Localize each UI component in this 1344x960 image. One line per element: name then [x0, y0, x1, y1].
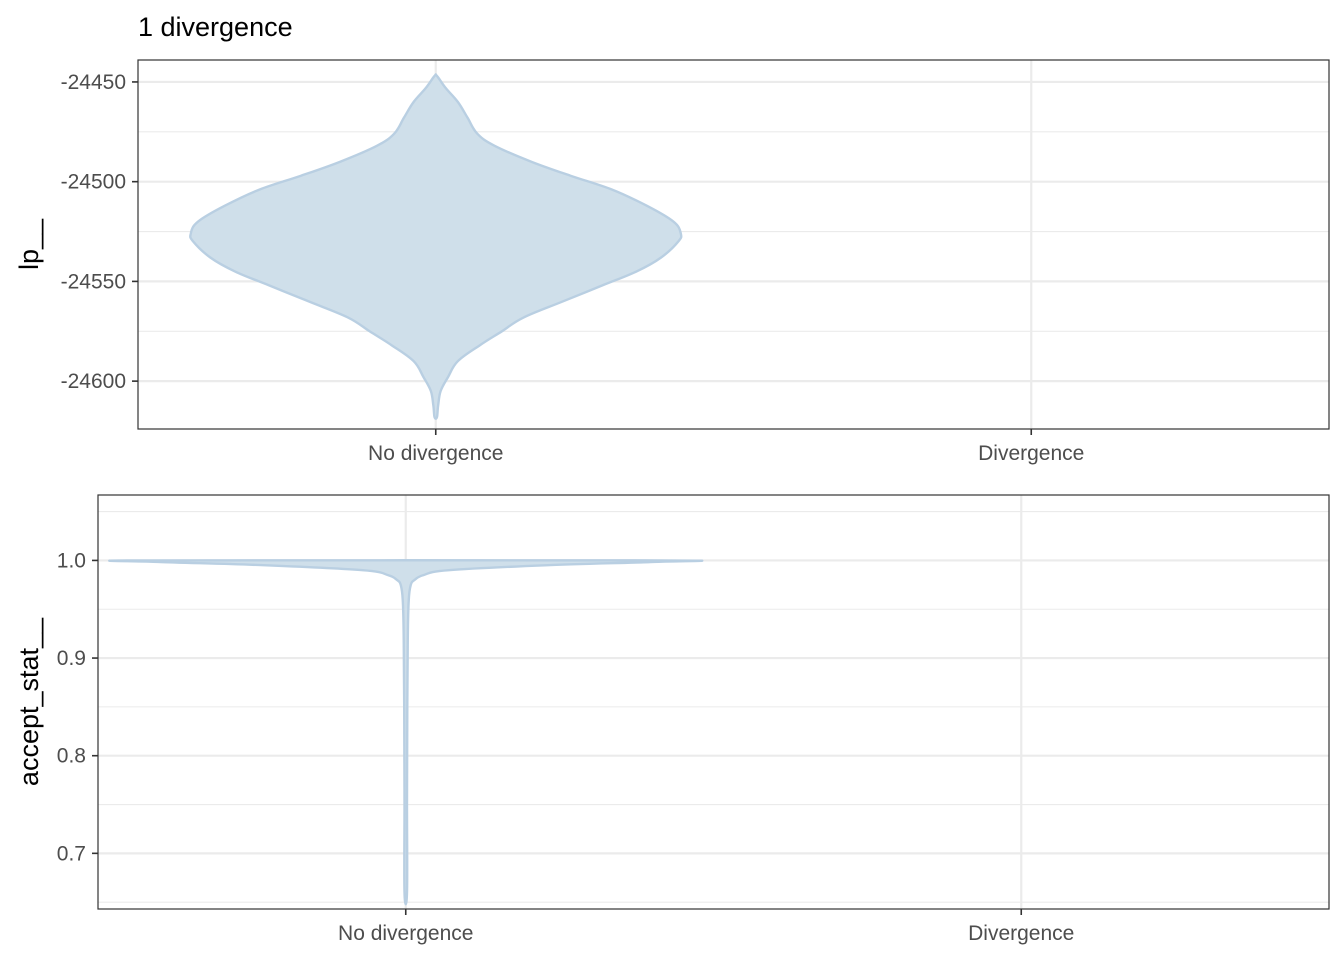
lp-y-axis-title: lp__ [14, 218, 44, 270]
y-tick-label: 0.7 [57, 842, 86, 865]
lp-panel-frame [137, 59, 1330, 430]
x-tick-label: Divergence [978, 442, 1084, 465]
y-tick-label: 1.0 [57, 549, 86, 572]
lp-violin-panel: -24450 -24500 -24550 -24600 No divergence Div… [14, 59, 1330, 465]
chart-title: 1 divergence [138, 12, 293, 42]
y-tick-label: -24450 [61, 71, 126, 94]
violin-no-divergence [108, 559, 704, 906]
accept-stat-violin-panel: 1.0 0.9 0.8 0.7 No divergence Divergence accep… [14, 494, 1330, 945]
violin-no-divergence [189, 73, 683, 420]
y-tick-label: -24500 [61, 171, 126, 194]
accept-stat-panel-frame [97, 494, 1330, 910]
y-tick-label: -24550 [61, 270, 126, 293]
y-tick-label: 0.9 [57, 647, 86, 670]
x-tick-label: No divergence [338, 922, 473, 945]
x-tick-label: Divergence [968, 922, 1074, 945]
y-tick-label: 0.8 [57, 745, 86, 768]
accept-stat-y-axis-title: accept_stat__ [14, 617, 44, 786]
x-tick-label: No divergence [368, 442, 503, 465]
y-tick-label: -24600 [61, 370, 126, 393]
